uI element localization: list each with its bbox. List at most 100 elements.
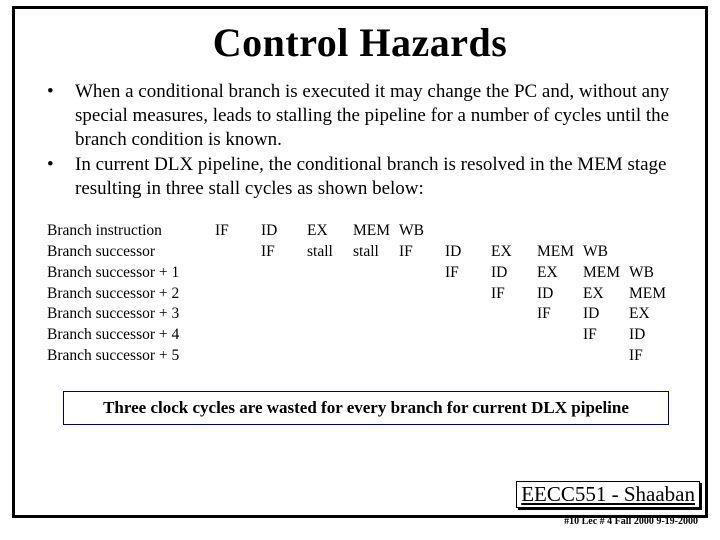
pipeline-row: Branch successor + 5 IF — [47, 346, 687, 367]
pipeline-cell — [261, 346, 307, 367]
page-title: Control Hazards — [33, 19, 687, 66]
pipeline-cell — [491, 221, 537, 242]
pipeline-cell — [675, 284, 720, 305]
pipeline-cell: WB — [399, 221, 445, 242]
bullet-marker: • — [47, 153, 75, 201]
pipeline-cell — [399, 263, 445, 284]
slide-frame: Control Hazards • When a conditional bra… — [12, 6, 708, 518]
pipeline-cell — [353, 346, 399, 367]
bullet-text: In current DLX pipeline, the conditional… — [75, 153, 683, 201]
pipeline-cell — [445, 346, 491, 367]
bullet-list: • When a conditional branch is executed … — [47, 80, 683, 201]
pipeline-cell: EX — [307, 221, 353, 242]
pipeline-cell: ID — [583, 304, 629, 325]
footer-meta: #10 Lec # 4 Fall 2000 9-19-2000 — [564, 516, 698, 527]
pipeline-cell — [215, 304, 261, 325]
pipeline-cell: ID — [491, 263, 537, 284]
pipeline-row: Branch successorIFstallstallIFIDEXMEMWB — [47, 242, 687, 263]
pipeline-cell — [307, 304, 353, 325]
bullet-item: • In current DLX pipeline, the condition… — [47, 153, 683, 201]
pipeline-row: Branch successor + 2 IFIDEXMEM — [47, 284, 687, 305]
pipeline-cell: stall — [307, 242, 353, 263]
pipeline-row: Branch successor + 3 IFIDEX — [47, 304, 687, 325]
pipeline-cell — [583, 221, 629, 242]
pipeline-cell — [445, 284, 491, 305]
pipeline-row-label: Branch successor + 4 — [47, 325, 215, 346]
pipeline-cell — [675, 263, 720, 284]
pipeline-cell: EX — [537, 263, 583, 284]
pipeline-cell — [215, 263, 261, 284]
pipeline-cell: ID — [445, 242, 491, 263]
pipeline-cell — [537, 325, 583, 346]
pipeline-cell — [629, 242, 675, 263]
pipeline-cell — [491, 325, 537, 346]
pipeline-cell: WB — [583, 242, 629, 263]
pipeline-cell: MEM — [353, 221, 399, 242]
pipeline-cell — [307, 284, 353, 305]
pipeline-cell: MEM — [537, 242, 583, 263]
pipeline-cell — [215, 284, 261, 305]
pipeline-cell: IF — [399, 242, 445, 263]
pipeline-row: Branch successor + 1 IFIDEXMEMWB — [47, 263, 687, 284]
pipeline-cell: EX — [583, 284, 629, 305]
pipeline-cell — [261, 263, 307, 284]
pipeline-cell: MEM — [629, 284, 675, 305]
pipeline-cell — [629, 221, 675, 242]
pipeline-cell — [215, 346, 261, 367]
pipeline-row-label: Branch successor — [47, 242, 215, 263]
pipeline-cell: IF — [491, 284, 537, 305]
pipeline-cell: EX — [629, 304, 675, 325]
pipeline-cell: stall — [353, 242, 399, 263]
pipeline-cell — [675, 221, 720, 242]
bullet-text: When a conditional branch is executed it… — [75, 80, 683, 151]
pipeline-row-label: Branch successor + 3 — [47, 304, 215, 325]
pipeline-row-label: Branch successor + 1 — [47, 263, 215, 284]
footer-course: EECC551 - Shaaban — [516, 481, 700, 508]
pipeline-cell — [261, 325, 307, 346]
pipeline-cell — [307, 325, 353, 346]
pipeline-row: Branch successor + 4 IFID — [47, 325, 687, 346]
pipeline-cell — [399, 284, 445, 305]
pipeline-cell: IF — [537, 304, 583, 325]
pipeline-row: Branch instructionIFIDEXMEMWB — [47, 221, 687, 242]
pipeline-row-label: Branch successor + 5 — [47, 346, 215, 367]
pipeline-cell — [445, 325, 491, 346]
pipeline-cell: ID — [537, 284, 583, 305]
pipeline-cell: ID — [629, 325, 675, 346]
caption-box: Three clock cycles are wasted for every … — [63, 391, 669, 425]
pipeline-cell — [491, 304, 537, 325]
pipeline-cell: MEM — [583, 263, 629, 284]
pipeline-cell — [537, 221, 583, 242]
pipeline-cell: IF — [215, 221, 261, 242]
pipeline-cell — [675, 242, 720, 263]
pipeline-cell — [353, 284, 399, 305]
pipeline-cell — [399, 325, 445, 346]
pipeline-table: Branch instructionIFIDEXMEMWBBranch succ… — [47, 221, 687, 367]
pipeline-cell — [675, 346, 720, 367]
pipeline-cell: ID — [261, 221, 307, 242]
pipeline-cell — [537, 346, 583, 367]
pipeline-cell — [399, 346, 445, 367]
pipeline-cell — [675, 325, 720, 346]
pipeline-cell: IF — [445, 263, 491, 284]
pipeline-cell — [353, 304, 399, 325]
pipeline-cell: WB — [629, 263, 675, 284]
pipeline-row-label: Branch successor + 2 — [47, 284, 215, 305]
pipeline-cell — [445, 221, 491, 242]
pipeline-row-label: Branch instruction — [47, 221, 215, 242]
pipeline-cell — [583, 346, 629, 367]
pipeline-cell — [307, 346, 353, 367]
pipeline-cell — [353, 263, 399, 284]
pipeline-cell: IF — [629, 346, 675, 367]
pipeline-cell: IF — [583, 325, 629, 346]
pipeline-cell — [215, 242, 261, 263]
pipeline-cell — [675, 304, 720, 325]
pipeline-cell — [445, 304, 491, 325]
pipeline-cell — [491, 346, 537, 367]
bullet-marker: • — [47, 80, 75, 151]
pipeline-cell — [261, 304, 307, 325]
pipeline-cell — [307, 263, 353, 284]
bullet-item: • When a conditional branch is executed … — [47, 80, 683, 151]
pipeline-cell: EX — [491, 242, 537, 263]
pipeline-cell: IF — [261, 242, 307, 263]
